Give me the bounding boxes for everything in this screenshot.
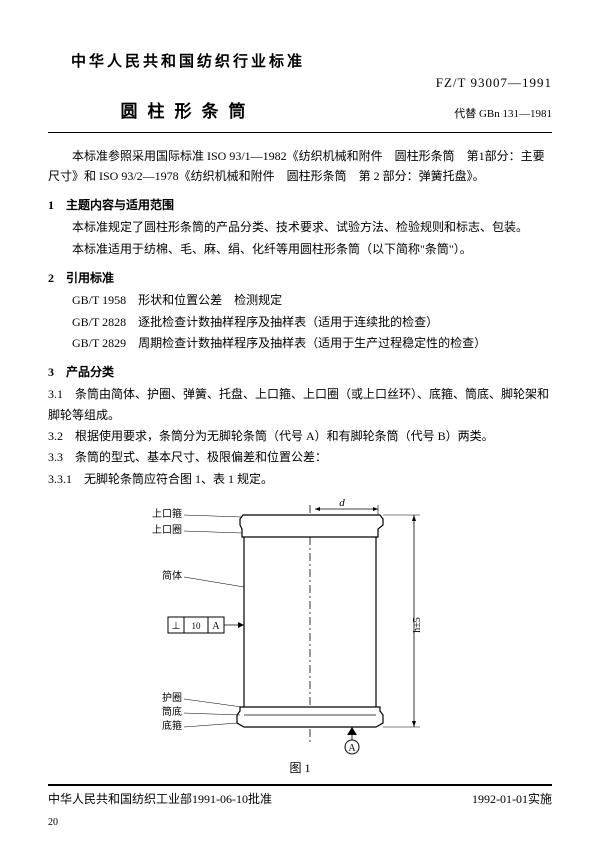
clause-3-2: 3.2 根据使用要求，条筒分为无脚轮条筒（代号 A）和有脚轮条筒（代号 B）两类…	[48, 426, 552, 446]
replaces-note: 代替 GBn 131—1981	[454, 105, 552, 121]
dim-h-label: h±5	[412, 617, 423, 633]
label-base: 底箍	[162, 719, 182, 732]
label-top-ring: 上口圈	[152, 524, 182, 536]
intro-paragraph: 本标准参照采用国际标准 ISO 93/1—1982《纺织机械和附件 圆柱形条筒 …	[48, 147, 552, 187]
document-title: 圆柱形条筒	[48, 97, 328, 122]
svg-text:10: 10	[192, 621, 202, 631]
clause-3-1: 3.1 条筒由简体、护圈、弹簧、托盘、上口箍、上口圈（或上口丝环）、底箍、筒底、…	[48, 384, 552, 425]
svg-text:A: A	[212, 621, 220, 632]
effective-text: 1992-01-01实施	[472, 790, 552, 807]
approval-text: 中华人民共和国纺织工业部1991-06-10批准	[48, 790, 272, 807]
org-name: 中华人民共和国纺织行业标准	[48, 50, 328, 71]
clause-3-3: 3.3 条筒的型式、基本尺寸、极限偏差和位置公差：	[48, 447, 552, 467]
figure-1: d h±5 上口箍 上口圈 简体 护圈	[120, 497, 480, 776]
label-body: 简体	[162, 569, 182, 582]
section-1-p1: 本标准规定了圆柱形条筒的产品分类、技术要求、试验方法、检验规则和标志、包装。	[48, 218, 552, 238]
section-3-head: 3 产品分类	[48, 362, 552, 384]
label-guard: 护圈	[162, 691, 182, 704]
label-bottom-hoop: 筒底	[162, 705, 182, 718]
section-2-head: 2 引用标准	[48, 268, 552, 290]
label-top-hoop: 上口箍	[152, 507, 182, 520]
clause-3-3-1: 3.3.1 无脚轮条筒应符合图 1、表 1 规定。	[48, 469, 552, 489]
footer-rule	[48, 784, 552, 786]
dim-d-label: d	[339, 497, 345, 509]
ref-2: GB/T 2828 逐批检查计数抽样程序及抽样表（适用于连续批的检查）	[48, 312, 552, 332]
page-number: 20	[48, 817, 552, 828]
svg-text:⊥: ⊥	[172, 621, 181, 632]
ref-1: GB/T 1958 形状和位置公差 检测规定	[48, 290, 552, 310]
standard-code: FZ/T 93007—1991	[436, 75, 552, 91]
figure-caption: 图 1	[120, 759, 480, 776]
section-1-p2: 本标准适用于纺棉、毛、麻、绢、化纤等用圆柱形条筒（以下简称"条筒"）。	[48, 240, 552, 260]
datum-a-label: A	[348, 743, 356, 754]
ref-3: GB/T 2829 周期检查计数抽样程序及抽样表（适用于生产过程稳定性的检查）	[48, 333, 552, 353]
section-1-head: 1 主题内容与适用范围	[48, 195, 552, 217]
header-rule	[48, 132, 552, 133]
